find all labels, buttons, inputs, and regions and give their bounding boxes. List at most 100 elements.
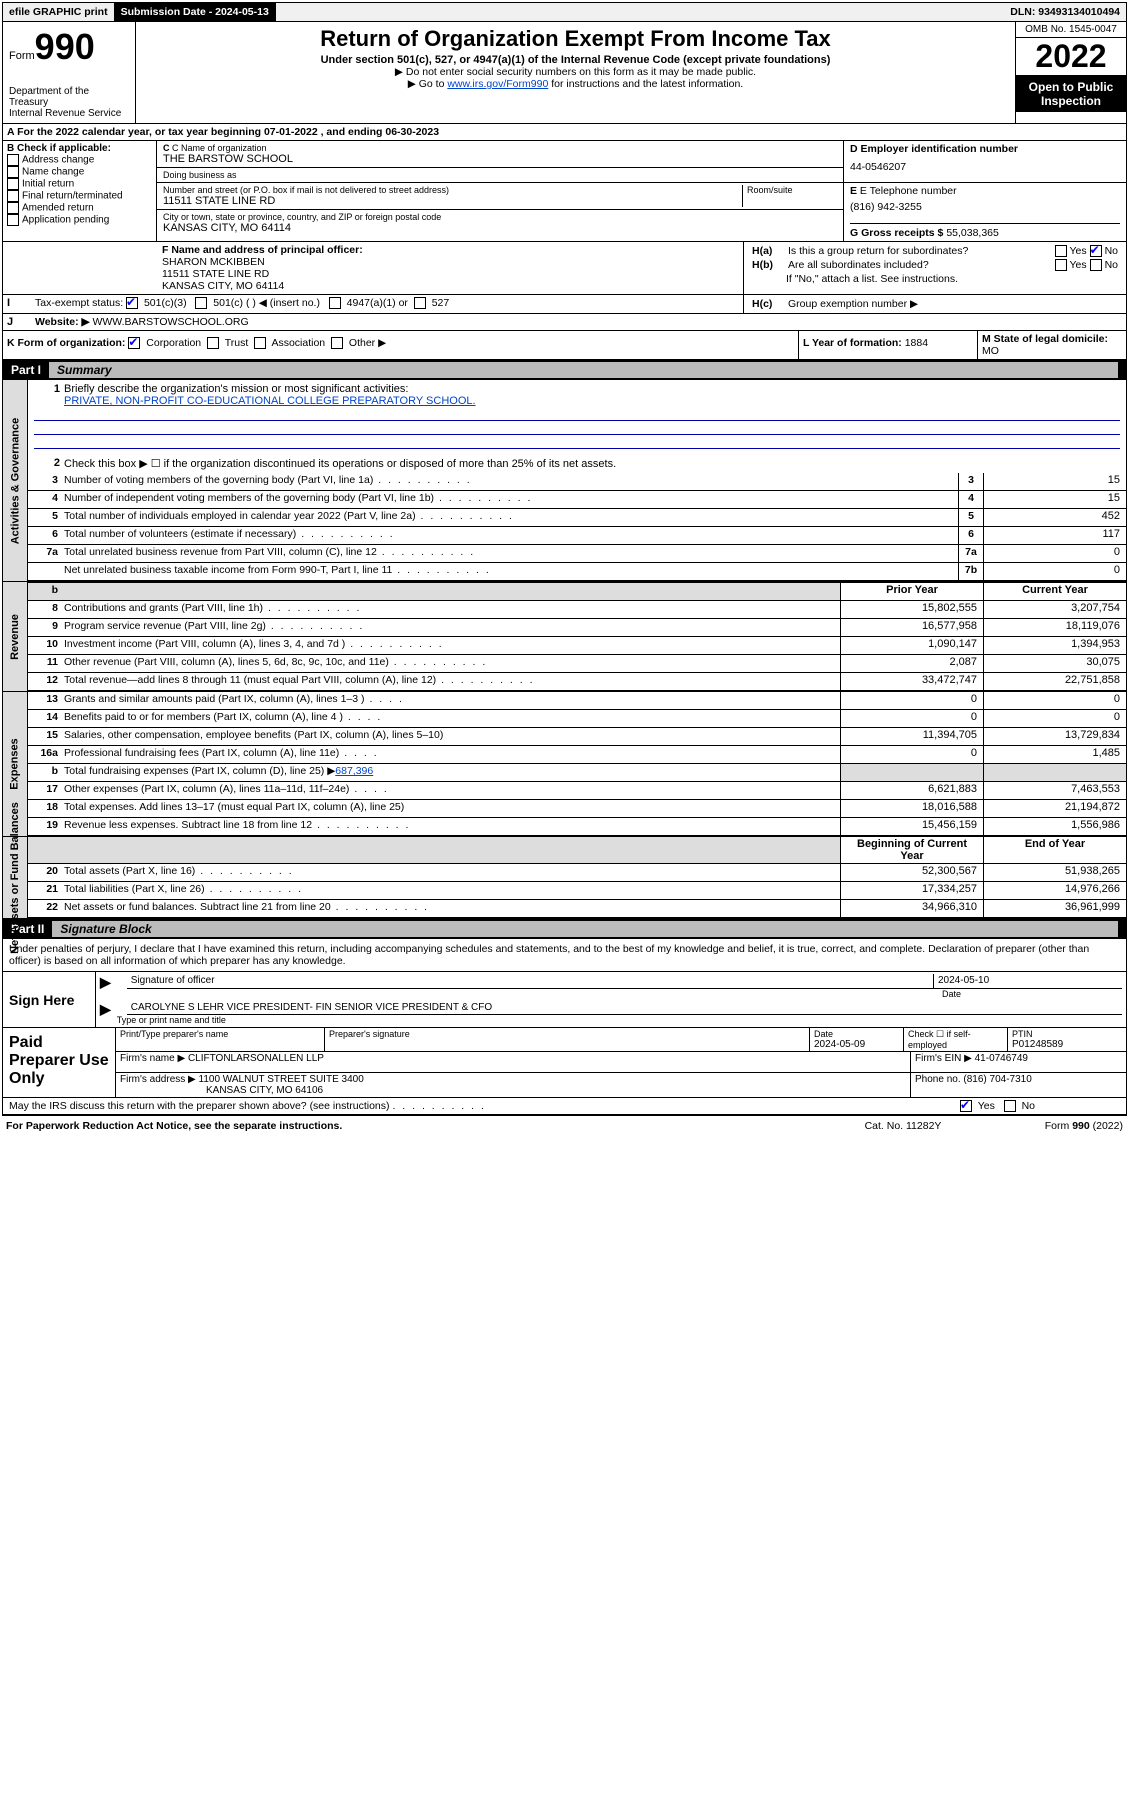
- mission-blank-2: [34, 422, 1120, 435]
- checkbox-initial-return[interactable]: [7, 178, 19, 190]
- sign-arrow-1: ▶: [100, 974, 111, 999]
- officer-group-block: F Name and address of principal officer:…: [3, 242, 1126, 295]
- sig-officer-label: Signature of officer: [127, 974, 933, 988]
- checkbox-trust[interactable]: [207, 337, 219, 349]
- city-label: City or town, state or province, country…: [163, 212, 837, 222]
- checkbox-ha-no[interactable]: [1090, 245, 1102, 257]
- top-bar: efile GRAPHIC print Submission Date - 20…: [3, 3, 1126, 22]
- checkbox-assoc[interactable]: [254, 337, 266, 349]
- gross-receipts: G Gross receipts $ 55,038,365: [850, 223, 1120, 239]
- checkbox-hb-yes[interactable]: [1055, 259, 1067, 271]
- firm-phone: (816) 704-7310: [963, 1074, 1031, 1085]
- checkbox-hb-no[interactable]: [1090, 259, 1102, 271]
- street-value: 11511 STATE LINE RD: [163, 195, 742, 207]
- part1-header: Part I Summary: [3, 360, 1126, 380]
- efile-print[interactable]: efile GRAPHIC print: [3, 3, 115, 21]
- summary-row: 16aProfessional fundraising fees (Part I…: [28, 746, 1126, 764]
- ein-value: 44-0546207: [850, 161, 1120, 173]
- officer-typed-name: CAROLYNE S LEHR VICE PRESIDENT- FIN SENI…: [127, 1001, 496, 1014]
- row-16b: b Total fundraising expenses (Part IX, c…: [28, 764, 1126, 782]
- form-number: Form990: [9, 26, 129, 68]
- submission-date: Submission Date - 2024-05-13: [115, 3, 276, 21]
- room-label: Room/suite: [747, 185, 837, 195]
- checkbox-address-change[interactable]: [7, 154, 19, 166]
- section-b: B Check if applicable: Address change Na…: [3, 141, 157, 241]
- form-ref: Form 990 (2022): [983, 1120, 1123, 1132]
- sig-date-label: Date: [942, 989, 1122, 999]
- governance-block: Activities & Governance 1 Briefly descri…: [3, 380, 1126, 582]
- tax-year: 2022: [1016, 38, 1126, 76]
- summary-row: 19Revenue less expenses. Subtract line 1…: [28, 818, 1126, 836]
- street-label: Number and street (or P.O. box if mail i…: [163, 185, 742, 195]
- website-row: J Website: ▶ WWW.BARSTOWSCHOOL.ORG: [3, 314, 1126, 331]
- checkbox-discuss-no[interactable]: [1004, 1100, 1016, 1112]
- col-end: End of Year: [983, 837, 1126, 863]
- side-label-net: Net Assets or Fund Balances: [9, 802, 21, 954]
- checkbox-4947[interactable]: [329, 297, 341, 309]
- checkbox-ha-yes[interactable]: [1055, 245, 1067, 257]
- summary-row: 9Program service revenue (Part VIII, lin…: [28, 619, 1126, 637]
- checkbox-527[interactable]: [414, 297, 426, 309]
- summary-row: 8Contributions and grants (Part VIII, li…: [28, 601, 1126, 619]
- instr-ssn: ▶ Do not enter social security numbers o…: [142, 66, 1009, 78]
- officer-addr2: KANSAS CITY, MO 64114: [162, 280, 737, 292]
- checkbox-app-pending[interactable]: [7, 214, 19, 226]
- summary-row: 10Investment income (Part VIII, column (…: [28, 637, 1126, 655]
- checkbox-final-return[interactable]: [7, 190, 19, 202]
- mission-blank-1: [34, 408, 1120, 421]
- part2-header: Part II Signature Block: [3, 919, 1126, 939]
- omb-number: OMB No. 1545-0047: [1016, 22, 1126, 38]
- org-name: THE BARSTOW SCHOOL: [163, 153, 837, 165]
- ptin-label: PTIN: [1012, 1029, 1122, 1039]
- prep-name-label: Print/Type preparer's name: [120, 1029, 320, 1039]
- checkbox-discuss-yes[interactable]: [960, 1100, 972, 1112]
- perjury-declaration: Under penalties of perjury, I declare th…: [3, 939, 1126, 972]
- officer-label: F Name and address of principal officer:: [162, 244, 737, 256]
- state-domicile: MO: [982, 345, 999, 357]
- firm-addr: 1100 WALNUT STREET SUITE 3400: [199, 1074, 364, 1085]
- entity-info-block: B Check if applicable: Address change Na…: [3, 141, 1126, 242]
- tax-period: A For the 2022 calendar year, or tax yea…: [3, 124, 1126, 141]
- form-header: Form990 Department of the Treasury Inter…: [3, 22, 1126, 124]
- open-to-public: Open to Public Inspection: [1016, 76, 1126, 112]
- summary-row: 21Total liabilities (Part X, line 26)17,…: [28, 882, 1126, 900]
- fundraising-total[interactable]: 687,396: [335, 765, 373, 777]
- org-name-label: C C Name of organization: [163, 143, 837, 153]
- checkbox-amended[interactable]: [7, 202, 19, 214]
- year-formation: 1884: [905, 337, 928, 349]
- side-label-rev: Revenue: [9, 614, 21, 660]
- prep-self-emp: Check ☐ if self-employed: [908, 1029, 1003, 1050]
- checkbox-501c3[interactable]: [126, 297, 138, 309]
- irs-link[interactable]: www.irs.gov/Form990: [447, 78, 548, 90]
- side-label-gov: Activities & Governance: [9, 417, 21, 544]
- col-prior-year: Prior Year: [840, 583, 983, 600]
- cat-no: Cat. No. 11282Y: [823, 1120, 983, 1132]
- tax-exempt-row: I Tax-exempt status: 501(c)(3) 501(c) ( …: [3, 295, 1126, 314]
- dept-treasury: Department of the Treasury: [9, 86, 129, 108]
- firm-addr2: KANSAS CITY, MO 64106: [120, 1085, 906, 1096]
- expenses-block: Expenses 13Grants and similar amounts pa…: [3, 692, 1126, 837]
- col-current-year: Current Year: [983, 583, 1126, 600]
- phone-label: E E Telephone number: [850, 185, 1120, 197]
- phone-value: (816) 942-3255: [850, 201, 1120, 213]
- mission-blank-3: [34, 436, 1120, 449]
- prep-sig-label: Preparer's signature: [329, 1029, 805, 1039]
- mission-text[interactable]: PRIVATE, NON-PROFIT CO-EDUCATIONAL COLLE…: [64, 395, 476, 407]
- irs-label: Internal Revenue Service: [9, 108, 129, 119]
- sign-arrow-2: ▶: [100, 1001, 111, 1025]
- summary-row: 11Other revenue (Part VIII, column (A), …: [28, 655, 1126, 673]
- checkbox-name-change[interactable]: [7, 166, 19, 178]
- paid-preparer-block: Paid Preparer Use Only Print/Type prepar…: [3, 1028, 1126, 1098]
- summary-row: 14Benefits paid to or for members (Part …: [28, 710, 1126, 728]
- checkbox-501c[interactable]: [195, 297, 207, 309]
- net-assets-block: Net Assets or Fund Balances Beginning of…: [3, 837, 1126, 919]
- checkbox-corp[interactable]: [128, 337, 140, 349]
- revenue-block: Revenue b Prior Year Current Year 8Contr…: [3, 582, 1126, 692]
- city-value: KANSAS CITY, MO 64114: [163, 222, 837, 234]
- discuss-row: May the IRS discuss this return with the…: [3, 1098, 1126, 1115]
- checkbox-other[interactable]: [331, 337, 343, 349]
- summary-row: 6Total number of volunteers (estimate if…: [28, 527, 1126, 545]
- firm-ein: 41-0746749: [975, 1053, 1028, 1064]
- summary-row: 3Number of voting members of the governi…: [28, 473, 1126, 491]
- prep-date-val: 2024-05-09: [814, 1039, 899, 1050]
